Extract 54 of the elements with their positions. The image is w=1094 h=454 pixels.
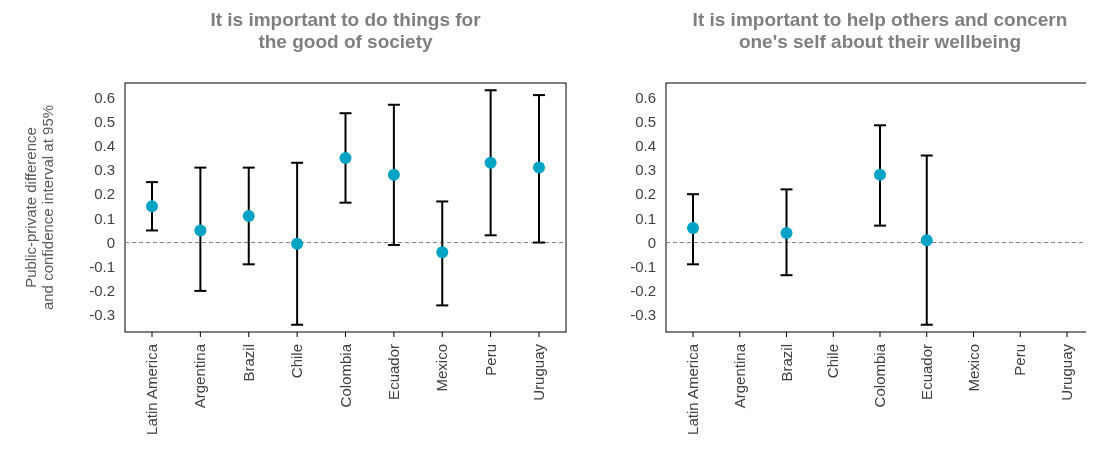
x-tick-label: Peru: [1011, 344, 1029, 376]
y-tick-label: 0.4: [94, 137, 115, 155]
y-tick-label: 0: [106, 233, 115, 251]
point: [780, 226, 793, 239]
y-tick-label: 0.4: [635, 137, 656, 155]
y-tick-label: -0.1: [630, 257, 656, 275]
point: [920, 234, 933, 247]
point: [687, 222, 699, 235]
y-tick-label: -0.3: [89, 306, 115, 324]
x-tick-label: Latin America: [143, 343, 160, 435]
x-tick-label: Uruguay: [1058, 343, 1075, 401]
point: [242, 209, 255, 222]
x-tick-label: Colombia: [871, 343, 888, 408]
x-tick-label: Mexico: [964, 344, 982, 392]
point: [291, 237, 304, 250]
point: [339, 151, 352, 164]
point: [194, 224, 207, 237]
y-tick-label: 0.5: [635, 112, 656, 130]
x-tick-label: Brazil: [777, 344, 795, 382]
point: [387, 168, 400, 181]
point: [484, 156, 497, 169]
point: [146, 200, 158, 213]
x-tick-label: Brazil: [239, 344, 257, 382]
y-tick-label: 0: [647, 233, 656, 251]
y-tick-label: 0.1: [94, 209, 115, 227]
x-tick-label: Colombia: [336, 343, 354, 408]
y-tick-label: -0.3: [630, 306, 656, 324]
x-tick-label: Chile: [824, 344, 842, 379]
x-tick-label: Peru: [481, 344, 499, 376]
x-tick-label: Argentina: [191, 343, 209, 409]
y-tick-label: -0.2: [630, 282, 656, 300]
y-tick-label: 0.5: [94, 112, 115, 130]
point: [436, 246, 449, 259]
x-tick-label: Mexico: [433, 344, 451, 392]
x-tick-label: Latin America: [684, 343, 701, 435]
y-tick-label: 0.3: [94, 161, 115, 179]
chart-title: It is important to do things for the good of society: [210, 9, 482, 52]
y-tick-label: 0.6: [94, 88, 115, 106]
x-tick-label: Uruguay: [530, 343, 547, 401]
y-tick-label: 0.6: [635, 88, 656, 106]
x-tick-label: Chile: [288, 344, 306, 379]
y-tick-label: 0.2: [94, 185, 115, 203]
y-tick-label: 0.3: [635, 161, 656, 179]
point: [533, 161, 545, 174]
y-tick-label: 0.1: [635, 209, 656, 227]
point: [874, 168, 886, 181]
x-tick-label: Argentina: [730, 343, 748, 409]
chart-title: It is important to help others and concern one's self about their wellbeing: [692, 9, 1068, 52]
y-tick-label: -0.1: [89, 257, 115, 275]
y-tick-label: 0.2: [635, 185, 656, 203]
x-tick-label: Ecuador: [384, 344, 402, 400]
x-tick-label: Ecuador: [917, 344, 935, 400]
y-tick-label: -0.2: [89, 282, 115, 300]
y-axis-title: Public-private difference and confidence interval at 95%: [22, 104, 56, 311]
